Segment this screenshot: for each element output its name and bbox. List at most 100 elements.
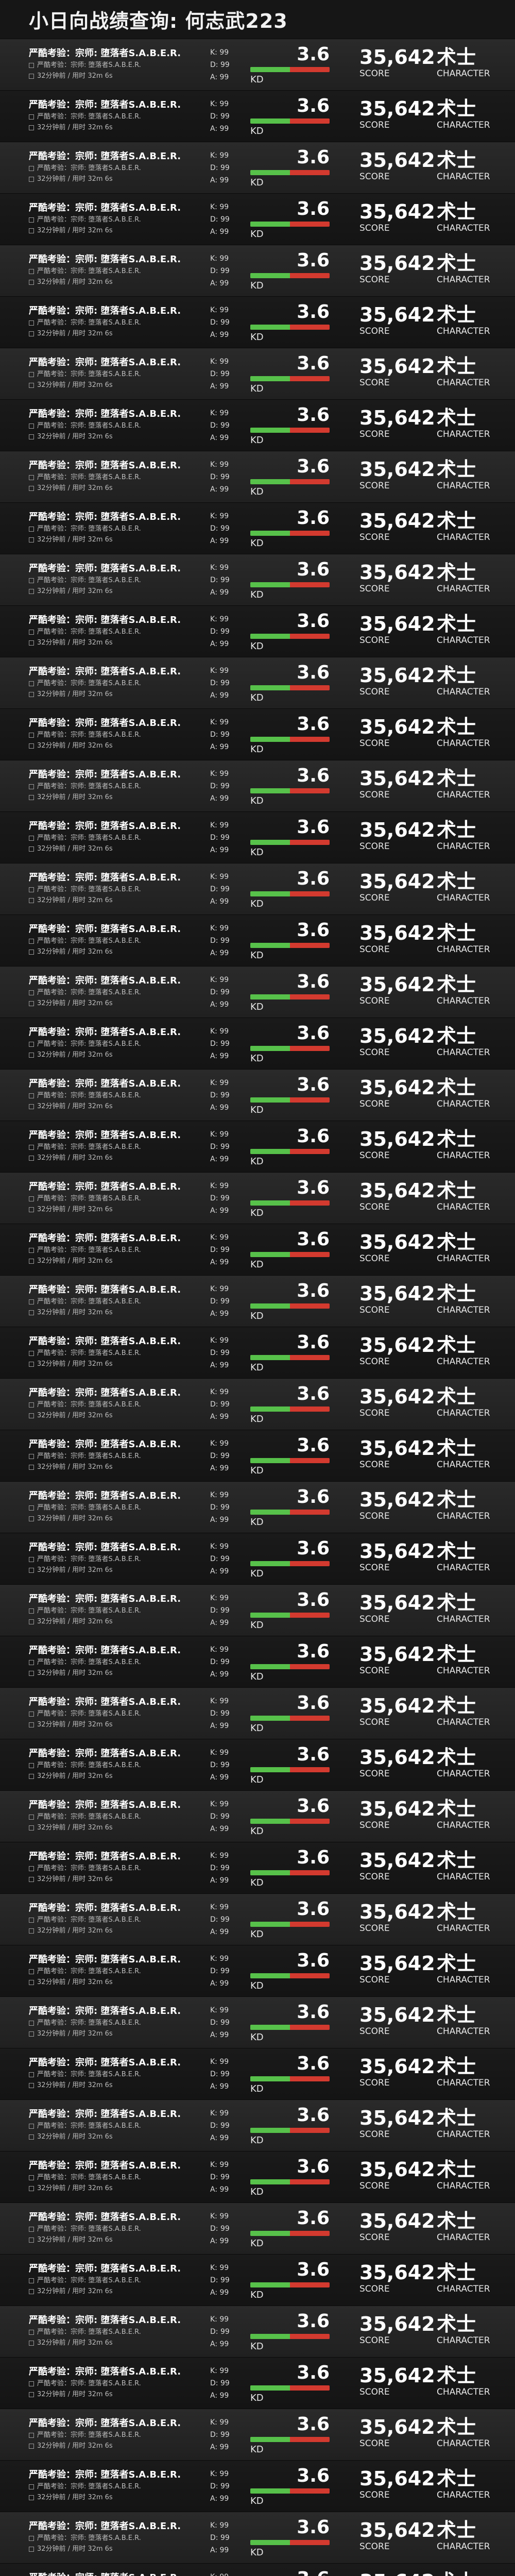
assists-value: A: 99 (210, 2546, 229, 2554)
character-label: CHARACTER (437, 1563, 490, 1573)
match-row[interactable]: 严酷考验：宗师: 堕落者S.A.B.E.R. 严酷考验：宗师: 堕落者S.A.B… (0, 451, 515, 503)
match-row[interactable]: 严酷考验：宗师: 堕落者S.A.B.E.R. 严酷考验：宗师: 堕落者S.A.B… (0, 503, 515, 554)
mission-info: 严酷考验：宗师: 堕落者S.A.B.E.R. 严酷考验：宗师: 堕落者S.A.B… (29, 1902, 214, 1936)
mission-title: 严酷考验：宗师: 堕落者S.A.B.E.R. (29, 2160, 181, 2171)
match-row[interactable]: 严酷考验：宗师: 堕落者S.A.B.E.R. 严酷考验：宗师: 堕落者S.A.B… (0, 1636, 515, 1688)
modifier-text: 严酷考验：宗师: 堕落者S.A.B.E.R. (37, 422, 141, 430)
checkbox-icon (29, 990, 34, 995)
match-row[interactable]: 严酷考验：宗师: 堕落者S.A.B.E.R. 严酷考验：宗师: 堕落者S.A.B… (0, 1997, 515, 2048)
modifier-line: 严酷考验：宗师: 堕落者S.A.B.E.R. (29, 2481, 214, 2492)
match-row[interactable]: 严酷考验：宗师: 堕落者S.A.B.E.R. 严酷考验：宗师: 堕落者S.A.B… (0, 2203, 515, 2255)
score-value: 35,642 (359, 1591, 435, 1614)
mission-info: 严酷考验：宗师: 堕落者S.A.B.E.R. 严酷考验：宗师: 堕落者S.A.B… (29, 1129, 214, 1163)
time-text: 32分钟前 / 用时 32m 6s (37, 1257, 113, 1265)
match-row[interactable]: 严酷考验：宗师: 堕落者S.A.B.E.R. 严酷考验：宗师: 堕落者S.A.B… (0, 1533, 515, 1585)
match-row[interactable]: 严酷考验：宗师: 堕落者S.A.B.E.R. 严酷考验：宗师: 堕落者S.A.B… (0, 812, 515, 863)
match-row[interactable]: 严酷考验：宗师: 堕落者S.A.B.E.R. 严酷考验：宗师: 堕落者S.A.B… (0, 1482, 515, 1533)
match-row[interactable]: 严酷考验：宗师: 堕落者S.A.B.E.R. 严酷考验：宗师: 堕落者S.A.B… (0, 194, 515, 245)
score-block: 35,642 SCORE (359, 768, 435, 801)
time-line: 32分钟前 / 用时 32m 6s (29, 380, 214, 391)
match-row[interactable]: 严酷考验：宗师: 堕落者S.A.B.E.R. 严酷考验：宗师: 堕落者S.A.B… (0, 39, 515, 91)
kda-block: K: 99 D: 99 A: 99 (210, 1953, 230, 1990)
match-row[interactable]: 严酷考验：宗师: 堕落者S.A.B.E.R. 严酷考验：宗师: 堕落者S.A.B… (0, 2461, 515, 2512)
character-value: 术士 (437, 1334, 476, 1357)
match-row[interactable]: 严酷考验：宗师: 堕落者S.A.B.E.R. 严酷考验：宗师: 堕落者S.A.B… (0, 2512, 515, 2564)
match-row[interactable]: 严酷考验：宗师: 堕落者S.A.B.E.R. 严酷考验：宗师: 堕落者S.A.B… (0, 348, 515, 400)
match-row[interactable]: 严酷考验：宗师: 堕落者S.A.B.E.R. 严酷考验：宗师: 堕落者S.A.B… (0, 1842, 515, 1894)
kills-value: K: 99 (210, 1800, 229, 1808)
modifier-text: 严酷考验：宗师: 堕落者S.A.B.E.R. (37, 1452, 141, 1460)
character-block: 术士 CHARACTER (437, 613, 490, 646)
match-row[interactable]: 严酷考验：宗师: 堕落者S.A.B.E.R. 严酷考验：宗师: 堕落者S.A.B… (0, 967, 515, 1018)
character-block: 术士 CHARACTER (437, 459, 490, 492)
match-row[interactable]: 严酷考验：宗师: 堕落者S.A.B.E.R. 严酷考验：宗师: 堕落者S.A.B… (0, 554, 515, 606)
match-row[interactable]: 严酷考验：宗师: 堕落者S.A.B.E.R. 严酷考验：宗师: 堕落者S.A.B… (0, 1688, 515, 1739)
match-row[interactable]: 严酷考验：宗师: 堕落者S.A.B.E.R. 严酷考验：宗师: 堕落者S.A.B… (0, 657, 515, 709)
checkbox-icon (29, 1144, 34, 1150)
match-row[interactable]: 严酷考验：宗师: 堕落者S.A.B.E.R. 严酷考验：宗师: 堕落者S.A.B… (0, 760, 515, 812)
assists-value: A: 99 (210, 1773, 229, 1782)
character-block: 术士 CHARACTER (437, 1953, 490, 1986)
kd-label: KD (250, 1568, 264, 1579)
match-row[interactable]: 严酷考验：宗师: 堕落者S.A.B.E.R. 严酷考验：宗师: 堕落者S.A.B… (0, 1379, 515, 1430)
match-row[interactable]: 严酷考验：宗师: 堕落者S.A.B.E.R. 严酷考验：宗师: 堕落者S.A.B… (0, 2048, 515, 2100)
modifier-text: 严酷考验：宗师: 堕落者S.A.B.E.R. (37, 989, 141, 996)
modifier-line: 严酷考验：宗师: 堕落者S.A.B.E.R. (29, 1245, 214, 1256)
kd-bar (250, 840, 330, 845)
match-row[interactable]: 严酷考验：宗师: 堕落者S.A.B.E.R. 严酷考验：宗师: 堕落者S.A.B… (0, 297, 515, 348)
kd-value: 3.6 (297, 1950, 330, 1971)
time-line: 32分钟前 / 用时 32m 6s (29, 225, 214, 236)
modifier-text: 严酷考验：宗师: 堕落者S.A.B.E.R. (37, 370, 141, 378)
match-row[interactable]: 严酷考验：宗师: 堕落者S.A.B.E.R. 严酷考验：宗师: 堕落者S.A.B… (0, 91, 515, 142)
match-row[interactable]: 严酷考验：宗师: 堕落者S.A.B.E.R. 严酷考验：宗师: 堕落者S.A.B… (0, 1430, 515, 1482)
kd-value: 3.6 (297, 507, 330, 529)
match-row[interactable]: 严酷考验：宗师: 堕落者S.A.B.E.R. 严酷考验：宗师: 堕落者S.A.B… (0, 2100, 515, 2151)
character-value: 术士 (437, 613, 476, 635)
checkbox-icon (29, 2535, 34, 2541)
match-row[interactable]: 严酷考验：宗师: 堕落者S.A.B.E.R. 严酷考验：宗师: 堕落者S.A.B… (0, 1276, 515, 1327)
character-block: 术士 CHARACTER (437, 2107, 490, 2140)
match-row[interactable]: 严酷考验：宗师: 堕落者S.A.B.E.R. 严酷考验：宗师: 堕落者S.A.B… (0, 1173, 515, 1224)
match-row[interactable]: 严酷考验：宗师: 堕落者S.A.B.E.R. 严酷考验：宗师: 堕落者S.A.B… (0, 1945, 515, 1997)
match-row[interactable]: 严酷考验：宗师: 堕落者S.A.B.E.R. 严酷考验：宗师: 堕落者S.A.B… (0, 1585, 515, 1636)
match-row[interactable]: 严酷考验：宗师: 堕落者S.A.B.E.R. 严酷考验：宗师: 堕落者S.A.B… (0, 863, 515, 915)
match-row[interactable]: 严酷考验：宗师: 堕落者S.A.B.E.R. 严酷考验：宗师: 堕落者S.A.B… (0, 1739, 515, 1791)
deaths-value: D: 99 (210, 112, 230, 121)
kd-label: KD (250, 1311, 264, 1321)
match-row[interactable]: 严酷考验：宗师: 堕落者S.A.B.E.R. 严酷考验：宗师: 堕落者S.A.B… (0, 709, 515, 760)
match-row[interactable]: 严酷考验：宗师: 堕落者S.A.B.E.R. 严酷考验：宗师: 堕落者S.A.B… (0, 1070, 515, 1121)
match-row[interactable]: 严酷考验：宗师: 堕落者S.A.B.E.R. 严酷考验：宗师: 堕落者S.A.B… (0, 1327, 515, 1379)
modifier-line: 严酷考验：宗师: 堕落者S.A.B.E.R. (29, 2121, 214, 2131)
match-row[interactable]: 严酷考验：宗师: 堕落者S.A.B.E.R. 严酷考验：宗师: 堕落者S.A.B… (0, 1121, 515, 1173)
match-row[interactable]: 严酷考验：宗师: 堕落者S.A.B.E.R. 严酷考验：宗师: 堕落者S.A.B… (0, 606, 515, 657)
match-row[interactable]: 严酷考验：宗师: 堕落者S.A.B.E.R. 严酷考验：宗师: 堕落者S.A.B… (0, 1224, 515, 1276)
match-row[interactable]: 严酷考验：宗师: 堕落者S.A.B.E.R. 严酷考验：宗师: 堕落者S.A.B… (0, 2151, 515, 2203)
modifier-line: 严酷考验：宗师: 堕落者S.A.B.E.R. (29, 2533, 214, 2544)
match-row[interactable]: 严酷考验：宗师: 堕落者S.A.B.E.R. 严酷考验：宗师: 堕落者S.A.B… (0, 1791, 515, 1842)
match-row[interactable]: 严酷考验：宗师: 堕落者S.A.B.E.R. 严酷考验：宗师: 堕落者S.A.B… (0, 1894, 515, 1945)
kd-value: 3.6 (297, 2311, 330, 2332)
score-block: 35,642 SCORE (359, 974, 435, 1007)
kills-value: K: 99 (210, 1749, 229, 1757)
score-value: 35,642 (359, 2519, 435, 2541)
mission-info: 严酷考验：宗师: 堕落者S.A.B.E.R. 严酷考验：宗师: 堕落者S.A.B… (29, 1490, 214, 1524)
deaths-value: D: 99 (210, 2070, 230, 2078)
match-row[interactable]: 严酷考验：宗师: 堕落者S.A.B.E.R. 严酷考验：宗师: 堕落者S.A.B… (0, 245, 515, 297)
match-row[interactable]: 严酷考验：宗师: 堕落者S.A.B.E.R. 严酷考验：宗师: 堕落者S.A.B… (0, 1018, 515, 1070)
kda-block: K: 99 D: 99 A: 99 (210, 1437, 230, 1475)
assists-value: A: 99 (210, 1001, 229, 1009)
match-row[interactable]: 严酷考验：宗师: 堕落者S.A.B.E.R. 严酷考验：宗师: 堕落者S.A.B… (0, 142, 515, 194)
kd-bar-fill (250, 2128, 290, 2133)
match-row[interactable]: 严酷考验：宗师: 堕落者S.A.B.E.R. 严酷考验：宗师: 堕落者S.A.B… (0, 2564, 515, 2576)
character-label: CHARACTER (437, 996, 490, 1006)
time-line: 32分钟前 / 用时 32m 6s (29, 1771, 214, 1782)
modifier-line: 严酷考验：宗师: 堕落者S.A.B.E.R. (29, 2224, 214, 2234)
match-row[interactable]: 严酷考验：宗师: 堕落者S.A.B.E.R. 严酷考验：宗师: 堕落者S.A.B… (0, 915, 515, 967)
match-row[interactable]: 严酷考验：宗师: 堕落者S.A.B.E.R. 严酷考验：宗师: 堕落者S.A.B… (0, 2358, 515, 2409)
modifier-text: 严酷考验：宗师: 堕落者S.A.B.E.R. (37, 2483, 141, 2490)
match-row[interactable]: 严酷考验：宗师: 堕落者S.A.B.E.R. 严酷考验：宗师: 堕落者S.A.B… (0, 400, 515, 451)
match-row[interactable]: 严酷考验：宗师: 堕落者S.A.B.E.R. 严酷考验：宗师: 堕落者S.A.B… (0, 2306, 515, 2358)
match-row[interactable]: 严酷考验：宗师: 堕落者S.A.B.E.R. 严酷考验：宗师: 堕落者S.A.B… (0, 2409, 515, 2461)
match-row[interactable]: 严酷考验：宗师: 堕落者S.A.B.E.R. 严酷考验：宗师: 堕落者S.A.B… (0, 2255, 515, 2306)
modifier-text: 严酷考验：宗师: 堕落者S.A.B.E.R. (37, 267, 141, 275)
